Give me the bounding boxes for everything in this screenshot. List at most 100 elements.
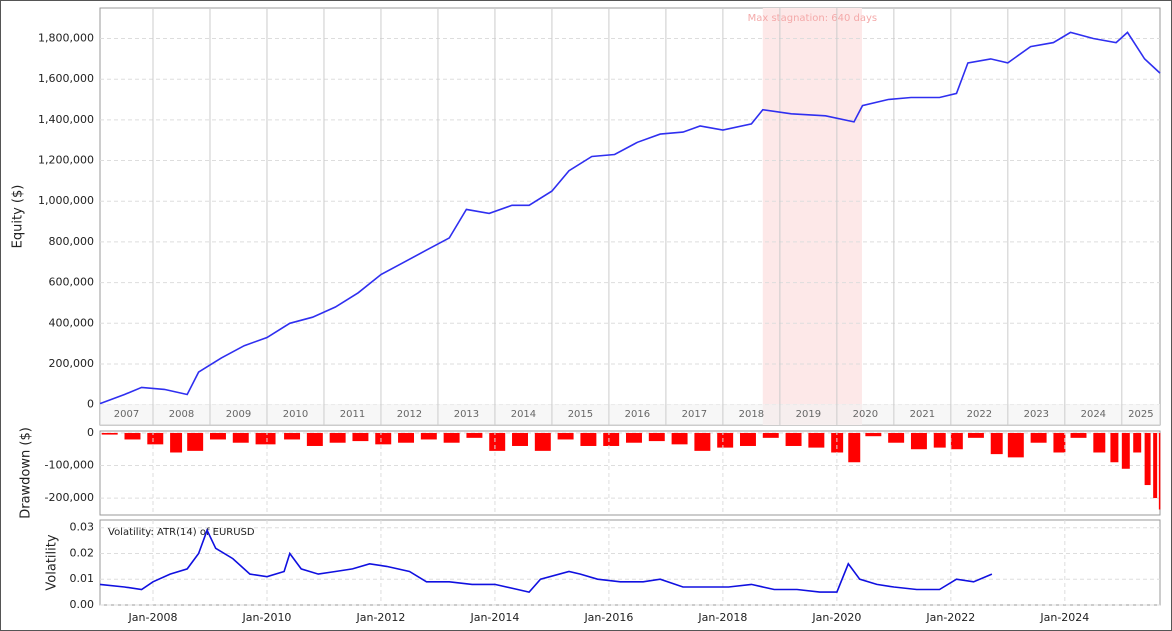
year-label: 2017 [682,409,707,420]
y-tick-label: 1,400,000 [38,113,94,126]
drawdown-bar [626,432,642,443]
drawdown-bar [910,432,927,450]
drawdown-bar [603,432,620,446]
year-label: 2022 [967,409,992,420]
stagnation-band [762,8,862,425]
year-label: 2014 [511,409,536,420]
drawdown-bar [1030,432,1047,443]
year-label: 2019 [796,409,821,420]
y-tick-label: 0.02 [70,546,95,559]
drawdown-bar [352,432,369,442]
drawdown-bar [808,432,825,448]
drawdown-bar [785,432,802,446]
drawdown-bar [888,432,905,443]
x-tick-label: Jan-2024 [1039,611,1089,624]
drawdown-bar [967,432,984,438]
drawdown-bar [1153,432,1158,499]
drawdown-bar [1070,432,1087,438]
year-label: 2024 [1081,409,1106,420]
drawdown-bar [648,432,665,442]
drawdown-bar [306,432,323,446]
x-tick-label: Jan-2012 [355,611,405,624]
y-tick-label: 1,000,000 [38,194,94,207]
year-label: 2020 [853,409,878,420]
y-axis-label: Volatility [45,534,60,590]
drawdown-bar [489,432,506,451]
series-line [99,31,1161,405]
drawdown-bar [170,432,183,453]
legend: Volatility: ATR(14) of EURUSD [108,527,255,538]
x-tick-label: Jan-2010 [242,611,292,624]
y-axis-label: Drawdown ($) [19,427,34,519]
drawdown-bar [443,432,460,443]
drawdown-bar [147,432,164,445]
year-band [100,404,1160,425]
drawdown-bar [990,432,1003,455]
drawdown-bar [933,432,946,448]
year-label: 2015 [568,409,593,420]
drawdown-bar [284,432,301,440]
drawdown-bar [209,432,226,440]
drawdown-bar [420,432,437,440]
drawdown-bar [580,432,597,446]
drawdown-bar [1053,432,1066,453]
drawdown-bar [717,432,734,448]
drawdown-bar [831,432,844,453]
y-axis-label: Equity ($) [11,185,26,249]
y-tick-label: 200,000 [49,357,95,370]
stagnation-label: Max stagnation: 640 days [748,13,878,24]
y-tick-label: 400,000 [49,316,95,329]
x-tick-label: Jan-2020 [811,611,861,624]
y-tick-label: -100,000 [45,459,94,472]
y-tick-label: 600,000 [49,276,95,289]
year-label: 2025 [1128,409,1153,420]
drawdown-bar [187,432,204,451]
drawdown-bar [466,432,483,438]
y-tick-label: 0 [87,398,94,411]
y-tick-label: 0.01 [70,572,95,585]
year-label: 2009 [226,409,251,420]
x-tick-label: Jan-2008 [128,611,178,624]
drawdown-bar [1158,432,1161,510]
y-tick-label: 1,200,000 [38,154,94,167]
drawdown-bar [398,432,415,443]
y-tick-label: 1,600,000 [38,72,94,85]
drawdown-bar [534,432,551,451]
year-label: 2011 [340,409,365,420]
drawdown-bar [255,432,276,445]
drawdown-bar [1007,432,1024,458]
x-tick-label: Jan-2014 [469,611,519,624]
drawdown-bar [512,432,528,446]
drawdown-bar [232,432,249,443]
drawdown-bar [671,432,688,445]
drawdown-bar [694,432,711,451]
drawdown-bar [950,432,963,450]
drawdown-bar [124,432,141,440]
year-label: 2016 [625,409,650,420]
year-label: 2023 [1024,409,1049,420]
y-tick-label: 0.00 [70,598,95,611]
x-tick-label: Jan-2022 [925,611,975,624]
plot-area [99,7,1161,426]
y-tick-label: 800,000 [49,235,95,248]
y-tick-label: 0 [87,426,94,439]
drawdown-bar [1133,432,1142,453]
year-label: 2021 [910,409,935,420]
year-label: 2007 [114,409,139,420]
drawdown-bar [101,432,118,435]
drawdown-bar [375,432,392,445]
year-label: 2010 [283,409,308,420]
y-tick-label: 0.03 [70,521,95,534]
drawdown-bar [848,432,861,463]
year-label: 2013 [454,409,479,420]
drawdown-bar [1093,432,1106,453]
x-tick-label: Jan-2016 [583,611,633,624]
year-label: 2008 [169,409,194,420]
drawdown-bar [1121,432,1130,469]
plot-area [99,430,1161,516]
y-tick-label: 1,800,000 [38,32,94,45]
drawdown-bar [762,432,779,438]
drawdown-bar [557,432,574,440]
drawdown-bar [865,432,882,437]
